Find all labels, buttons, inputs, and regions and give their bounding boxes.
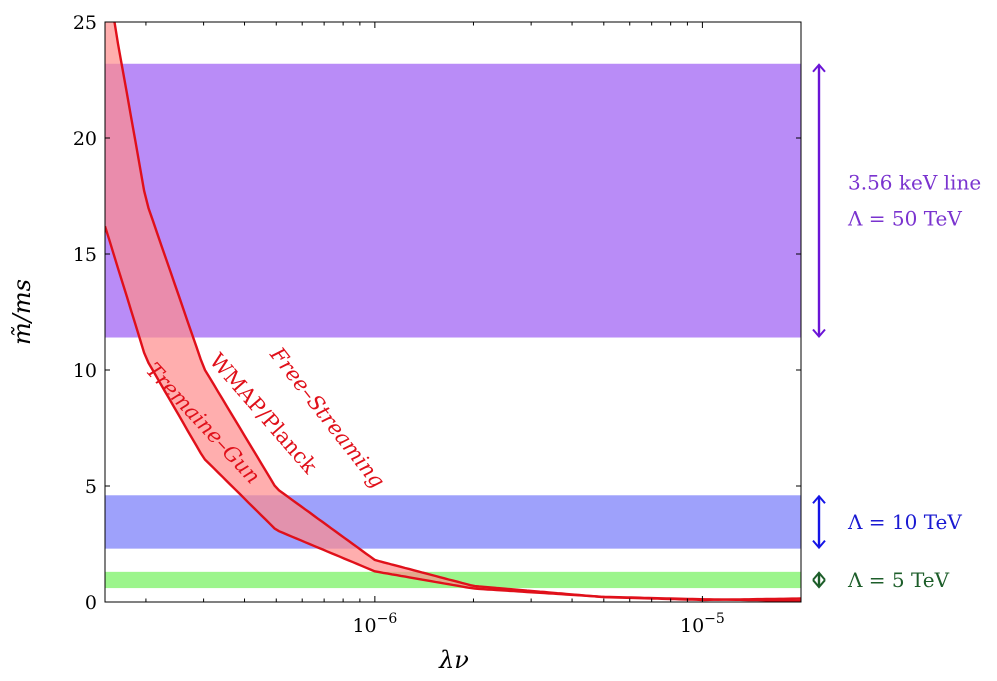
band-label-0: Λ = 50 TeV	[847, 207, 962, 231]
ticks-layer: 0 5 10 15 20 25 10−6 10−5	[73, 12, 802, 637]
band-arrow-head-bottom-0	[812, 328, 826, 339]
y-tick-label: 0	[85, 592, 97, 614]
y-axis-title: m̃/ms	[8, 279, 36, 345]
band-label-2: Λ = 5 TeV	[847, 568, 950, 592]
bands-layer	[105, 63, 801, 589]
band-arrow-head-bottom-2	[812, 579, 826, 589]
series-line-1	[105, 225, 801, 602]
x-tick-label: 10−6	[352, 611, 397, 637]
y-tick-label: 5	[85, 476, 97, 498]
band-annotations: 3.56 keV line Λ = 50 TeV Λ = 10 TeV Λ = 5 T…	[812, 63, 981, 592]
band-arrow-head-top-2	[812, 571, 826, 581]
band-arrow-head-bottom-1	[812, 539, 826, 550]
plot-frame	[104, 21, 802, 603]
y-tick-label: 25	[73, 12, 97, 34]
x-tick-label: 10−5	[680, 611, 725, 637]
band-0	[105, 63, 801, 338]
band-arrow-head-top-1	[812, 494, 826, 504]
plot-area	[105, 22, 801, 602]
y-tick-label: 10	[73, 360, 97, 382]
x-axis-title: λν	[438, 646, 469, 674]
band-arrow-head-top-0	[812, 63, 826, 73]
y-tick-label: 20	[73, 128, 97, 150]
band-1	[105, 495, 801, 549]
y-tick-label: 15	[73, 244, 97, 266]
band-label-0: 3.56 keV line	[848, 171, 981, 195]
band-label-1: Λ = 10 TeV	[847, 510, 962, 534]
curves-layer	[105, 22, 801, 602]
